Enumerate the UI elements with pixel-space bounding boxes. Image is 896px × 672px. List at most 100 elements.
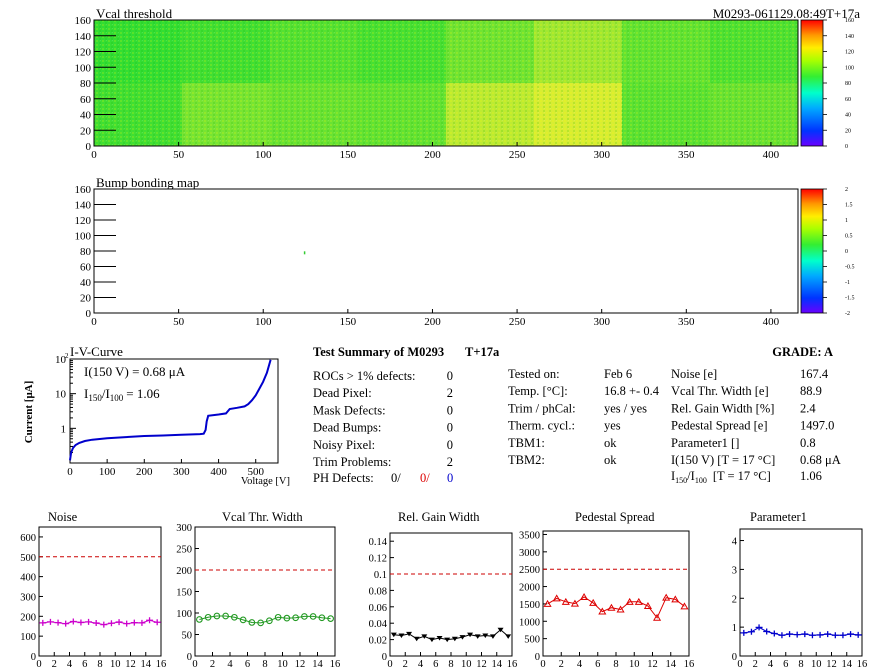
roc-point: [130, 619, 138, 626]
roc-series-line: [393, 629, 509, 641]
iv-curve-title: I-V-Curve: [70, 344, 123, 359]
x-tick-label: 150: [340, 149, 357, 161]
roc-point: [421, 634, 428, 639]
roc-y-tick-label: 0: [31, 652, 36, 663]
condition-label: TBM1:: [508, 436, 545, 450]
parameter-value: 167.4: [800, 367, 829, 381]
roc-series-line: [42, 619, 158, 626]
colorbar-tick-label: 0: [845, 249, 848, 255]
roc-point: [671, 595, 680, 603]
parameter-label: Vcal Thr. Width [e]: [671, 384, 769, 398]
roc-point: [406, 631, 413, 637]
roc-point: [123, 620, 131, 627]
roc-x-tick-label: 4: [418, 659, 424, 670]
y-tick-label: 80: [80, 246, 92, 258]
roc-point: [793, 631, 801, 638]
defect-label: Trim Problems:: [313, 455, 391, 469]
roc-x-tick-label: 12: [295, 659, 306, 670]
roc-x-tick-label: 10: [277, 659, 288, 670]
roc-y-tick-label: 600: [20, 533, 36, 544]
colorbar-tick-label: 1: [845, 218, 848, 224]
roc-point: [248, 619, 256, 626]
ratio-param-label: I150/I100 [T = 17 °C]: [671, 469, 771, 485]
roc-x-tick-label: 2: [210, 659, 215, 670]
ph-defects-value-2: 0/: [420, 471, 430, 485]
iv-x-tick-label: 100: [99, 466, 116, 478]
roc-x-tick-label: 4: [577, 659, 583, 670]
roc-point: [652, 613, 662, 621]
y-tick-label: 160: [75, 184, 92, 196]
y-tick-label: 0: [86, 141, 92, 153]
roc-point: [413, 636, 420, 642]
condition-label: TBM2:: [508, 453, 545, 467]
y-tick-label: 40: [80, 110, 92, 122]
roc-x-tick-label: 8: [262, 659, 267, 670]
roc-y-tick-label: 200: [20, 612, 36, 623]
roc-y-tick-label: 300: [176, 523, 192, 534]
roc-x-tick-label: 8: [448, 659, 453, 670]
condition-label: Tested on:: [508, 367, 560, 381]
roc-point: [451, 636, 458, 642]
roc-y-tick-label: 0.06: [369, 603, 387, 614]
colorbar-tick-label: 60: [845, 97, 851, 103]
x-tick-label: 400: [763, 149, 780, 161]
roc-point: [444, 637, 451, 643]
x-tick-label: 50: [173, 316, 185, 328]
roc-point: [239, 616, 247, 624]
roc-x-tick-label: 10: [461, 659, 472, 670]
roc-y-tick-label: 200: [176, 566, 192, 577]
roc-point: [231, 613, 238, 621]
roc-point: [482, 633, 489, 638]
roc-y-tick-label: 0: [535, 652, 540, 663]
iv-ratio-sub1: 150: [88, 393, 102, 403]
roc-point: [662, 593, 671, 601]
colorbar-tick-label: 20: [845, 128, 851, 134]
roc-point: [643, 602, 653, 609]
roc-point: [770, 630, 778, 637]
roc-x-tick-label: 2: [403, 659, 408, 670]
roc-y-tick-label: 100: [176, 609, 192, 620]
defect-label: Dead Bumps:: [313, 421, 381, 435]
x-tick-label: 400: [763, 316, 780, 328]
roc-y-tick-label: 3000: [519, 548, 540, 559]
roc-point: [318, 614, 326, 622]
iv-curve-ylabel: Current [μA]: [23, 381, 35, 444]
bump-bonding-points: [303, 251, 306, 255]
roc-x-tick-label: 8: [97, 659, 102, 670]
roc-plot-frame: [542, 530, 690, 657]
bump-bonding-title: Bump bonding map: [96, 175, 199, 190]
roc-x-tick-label: 2: [753, 659, 758, 670]
roc-point: [115, 619, 123, 626]
roc-x-tick-label: 8: [613, 659, 618, 670]
roc-x-tick-label: 0: [36, 659, 41, 670]
colorbar-tick-label: 160: [845, 18, 854, 24]
roc-point: [428, 637, 435, 643]
iv-annotation-current: I(150 V) = 0.68 μA: [84, 364, 186, 379]
roc-point: [92, 620, 100, 627]
roc-point: [153, 619, 161, 626]
parameter-value: 0.68 μA: [800, 453, 841, 467]
ratio-param-sub2: 100: [695, 476, 707, 485]
roc-x-tick-label: 2: [52, 659, 57, 670]
roc-x-tick-label: 14: [666, 659, 677, 670]
roc-y-tick-label: 1: [732, 623, 737, 634]
colorbar-tick-label: 40: [845, 113, 851, 119]
condition-label: Therm. cycl.:: [508, 419, 575, 433]
x-tick-label: 0: [91, 149, 97, 161]
parameter-label: Noise [e]: [671, 367, 717, 381]
roc-point: [808, 632, 816, 639]
roc-x-tick-label: 6: [245, 659, 250, 670]
iv-y-tick-label: 10: [55, 389, 67, 401]
iv-curve-frame: [69, 358, 279, 464]
roc-point: [138, 619, 146, 626]
defect-label: Dead Pixel:: [313, 386, 372, 400]
roc-point: [196, 616, 203, 623]
roc-point: [459, 635, 466, 640]
ratio-param-value: 1.06: [800, 469, 822, 483]
roc-x-tick-label: 0: [387, 659, 392, 670]
roc-plot-title: Vcal Thr. Width: [222, 510, 303, 524]
iv-y-tick-label: 10: [55, 354, 67, 366]
defect-label: ROCs > 1% defects:: [313, 369, 416, 383]
